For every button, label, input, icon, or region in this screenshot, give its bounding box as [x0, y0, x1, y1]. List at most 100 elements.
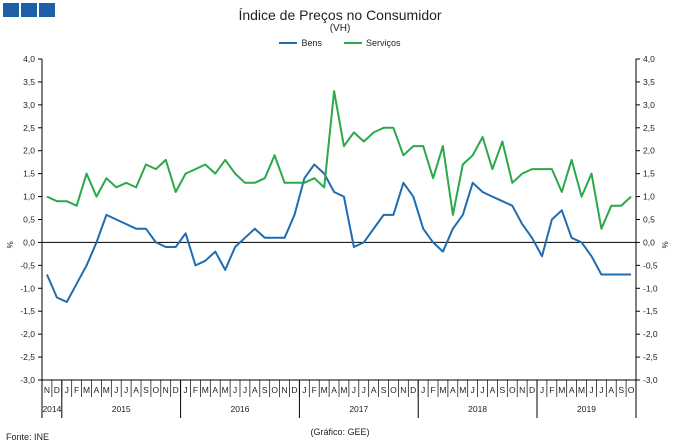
x-month-label: J: [540, 385, 544, 395]
x-month-label: A: [490, 385, 496, 395]
y-tick-label-right: 0,0: [643, 237, 655, 247]
y-tick-label-right: 1,0: [643, 192, 655, 202]
x-month-label: N: [163, 385, 169, 395]
x-month-label: J: [421, 385, 425, 395]
legend: Bens Serviços: [0, 38, 680, 48]
legend-item-servicos: Serviços: [344, 38, 401, 48]
y-tick-label-left: 2,0: [23, 146, 35, 156]
x-month-label: O: [271, 385, 278, 395]
x-month-label: M: [222, 385, 229, 395]
x-month-label: A: [252, 385, 258, 395]
x-month-label: O: [153, 385, 160, 395]
y-tick-label-left: 4,0: [23, 54, 35, 64]
x-month-label: S: [262, 385, 268, 395]
x-month-label: J: [471, 385, 475, 395]
x-month-label: M: [103, 385, 110, 395]
x-year-label: 2019: [577, 404, 596, 414]
y-tick-label-right: 2,0: [643, 146, 655, 156]
x-month-label: F: [312, 385, 317, 395]
x-month-label: S: [618, 385, 624, 395]
y-tick-label-left: -1,0: [20, 283, 35, 293]
y-tick-label-left: 3,5: [23, 77, 35, 87]
x-month-label: F: [549, 385, 554, 395]
logo: [3, 3, 55, 17]
x-month-label: J: [599, 385, 603, 395]
chart-credit: (Gráfico: GEE): [310, 427, 370, 437]
x-month-label: S: [381, 385, 387, 395]
chart-title: Índice de Preços no Consumidor: [238, 7, 442, 23]
x-month-label: O: [509, 385, 516, 395]
x-year-label: 2015: [112, 404, 131, 414]
y-tick-label-right: 4,0: [643, 54, 655, 64]
y-tick-label-right: 3,0: [643, 100, 655, 110]
y-tick-label-left: -0,5: [20, 260, 35, 270]
x-month-label: J: [65, 385, 69, 395]
x-month-label: M: [83, 385, 90, 395]
y-tick-label-right: -0,5: [643, 260, 658, 270]
y-tick-label-left: 1,5: [23, 169, 35, 179]
y-tick-label-left: -2,5: [20, 352, 35, 362]
x-month-label: A: [94, 385, 100, 395]
x-month-label: A: [371, 385, 377, 395]
y-tick-label-right: -1,0: [643, 283, 658, 293]
y-tick-label-right: 0,5: [643, 215, 655, 225]
y-tick-label-right: 1,5: [643, 169, 655, 179]
x-month-label: M: [321, 385, 328, 395]
x-month-label: J: [352, 385, 356, 395]
y-tick-label-left: -1,5: [20, 306, 35, 316]
x-month-label: A: [331, 385, 337, 395]
x-month-label: J: [233, 385, 237, 395]
x-month-label: J: [589, 385, 593, 395]
logo-block: [21, 3, 37, 17]
y-tick-label-left: 1,0: [23, 192, 35, 202]
x-month-label: A: [212, 385, 218, 395]
legend-item-bens: Bens: [279, 38, 322, 48]
y-tick-label-right: -2,5: [643, 352, 658, 362]
x-month-label: A: [133, 385, 139, 395]
series-line-servicos: [46, 90, 632, 230]
x-month-label: N: [281, 385, 287, 395]
y-tick-label-left: -3,0: [20, 375, 35, 385]
x-month-label: J: [480, 385, 484, 395]
x-month-label: N: [519, 385, 525, 395]
x-year-label: 2014: [42, 404, 61, 414]
x-year-label: 2018: [468, 404, 487, 414]
x-month-label: D: [173, 385, 179, 395]
x-month-label: M: [558, 385, 565, 395]
chart-subtitle: (VH): [329, 23, 351, 34]
y-tick-label-right: 3,5: [643, 77, 655, 87]
x-month-label: F: [430, 385, 435, 395]
x-month-label: A: [569, 385, 575, 395]
x-month-label: A: [608, 385, 614, 395]
x-month-label: J: [183, 385, 187, 395]
y-tick-label-left: 2,5: [23, 123, 35, 133]
series-line-bens: [46, 163, 632, 303]
x-month-label: J: [243, 385, 247, 395]
y-tick-label-right: 2,5: [643, 123, 655, 133]
legend-swatch-bens: [279, 42, 298, 44]
x-month-label: J: [302, 385, 306, 395]
x-month-label: D: [291, 385, 297, 395]
legend-label-bens: Bens: [301, 38, 322, 48]
x-month-label: J: [362, 385, 366, 395]
x-month-label: D: [54, 385, 60, 395]
x-month-label: N: [44, 385, 50, 395]
x-month-label: J: [114, 385, 118, 395]
x-month-label: D: [529, 385, 535, 395]
legend-swatch-servicos: [344, 42, 362, 44]
x-month-label: M: [439, 385, 446, 395]
source-note: Fonte: INE: [6, 432, 50, 442]
legend-label-servicos: Serviços: [366, 38, 401, 48]
x-month-label: S: [500, 385, 506, 395]
x-month-label: S: [143, 385, 149, 395]
y-tick-label-right: -2,0: [643, 329, 658, 339]
logo-block: [39, 3, 55, 17]
x-month-label: F: [193, 385, 198, 395]
x-month-label: M: [459, 385, 466, 395]
x-month-label: O: [390, 385, 397, 395]
y-axis-label-left: %: [6, 241, 15, 248]
x-month-label: N: [400, 385, 406, 395]
y-tick-label-right: -3,0: [643, 375, 658, 385]
y-axis-label-right: %: [661, 241, 670, 248]
